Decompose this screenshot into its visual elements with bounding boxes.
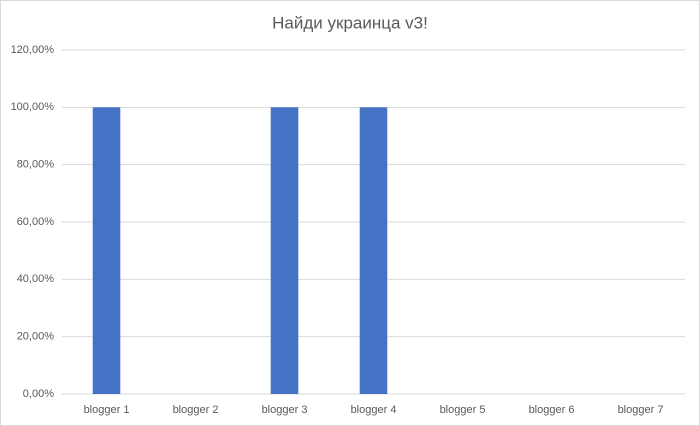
bar	[270, 107, 299, 394]
x-tick-label: blogger 4	[351, 404, 397, 416]
x-tick-label: blogger 6	[529, 404, 575, 416]
y-tick-label: 20,00%	[17, 331, 55, 343]
y-tick-label: 0,00%	[23, 388, 54, 400]
x-tick-label: blogger 5	[440, 404, 486, 416]
bar	[359, 107, 388, 394]
x-tick-label: blogger 3	[262, 404, 308, 416]
x-tick-label: blogger 2	[173, 404, 219, 416]
y-tick-label: 60,00%	[17, 216, 55, 228]
y-tick-label: 40,00%	[17, 273, 55, 285]
y-tick-label: 100,00%	[11, 101, 55, 113]
y-tick-label: 80,00%	[17, 159, 55, 171]
chart-title: Найди украинца v3!	[272, 13, 428, 32]
x-tick-label: blogger 1	[84, 404, 130, 416]
bar	[92, 107, 121, 394]
y-tick-label: 120,00%	[11, 44, 55, 56]
x-tick-label: blogger 7	[618, 404, 664, 416]
